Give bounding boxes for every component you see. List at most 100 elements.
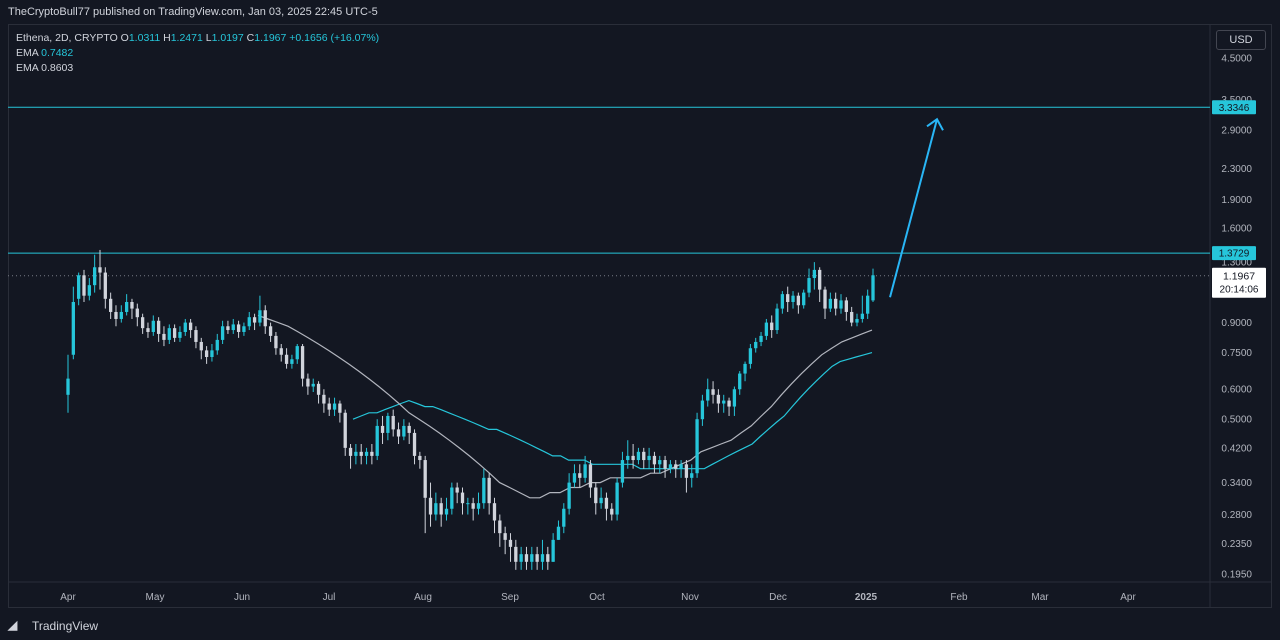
candle-body: [578, 473, 582, 478]
candle-body: [146, 328, 150, 332]
publisher-bar: TheCryptoBull77 published on TradingView…: [0, 0, 1280, 24]
candle-body: [871, 275, 875, 301]
countdown-timer: 20:14:06: [1220, 285, 1259, 296]
candle-body: [802, 292, 806, 306]
candle-body: [775, 308, 779, 331]
tradingview-logo-icon[interactable]: ◢: [8, 618, 18, 632]
candle-body: [786, 294, 790, 303]
chart-frame[interactable]: [8, 24, 1272, 608]
candle-body: [807, 278, 811, 293]
candle-body: [77, 275, 81, 299]
candle-body: [455, 487, 459, 493]
candle-body: [759, 335, 763, 342]
candle-body: [434, 503, 438, 515]
candle-body: [450, 487, 454, 509]
ema-lines: [257, 314, 873, 499]
level-price-tag: [1212, 100, 1256, 115]
candle-body: [279, 348, 283, 355]
horizontal-levels: [8, 106, 1210, 277]
price-tick-label: 0.4200: [1221, 443, 1252, 454]
level-price-label: 1.3729: [1219, 249, 1250, 260]
price-tick-label: 0.1950: [1221, 570, 1252, 581]
price-tick-label: 0.9000: [1221, 318, 1252, 329]
candle-body: [460, 492, 465, 504]
candle-body: [706, 389, 710, 401]
ema-fast-row[interactable]: EMA 0.7482: [16, 46, 379, 61]
high-label: H: [163, 32, 171, 44]
candle-body: [519, 554, 523, 562]
candle-body: [252, 317, 257, 323]
candle-body: [236, 324, 241, 332]
candle-body: [658, 460, 662, 465]
price-tick-label: 2.3000: [1221, 164, 1252, 175]
price-labels: 3.3346 1.3729 1.1967 20:14:06: [1212, 100, 1266, 298]
candle-body: [738, 373, 742, 390]
candle-body: [652, 455, 657, 465]
projection-arrow: [889, 117, 944, 298]
candle-body: [82, 275, 86, 296]
candle-body: [93, 267, 97, 286]
candle-body: [306, 378, 310, 387]
candle-body: [327, 403, 331, 410]
candle-body: [258, 310, 262, 323]
candle-body: [711, 389, 715, 395]
candle-body: [668, 464, 673, 469]
candle-body: [839, 300, 843, 309]
currency-button[interactable]: USD: [1216, 30, 1266, 50]
brand-text[interactable]: TradingView: [32, 619, 99, 633]
time-tick-label: Feb: [950, 592, 968, 603]
footer-bar: ◢ TradingView: [0, 608, 1280, 640]
candle-body: [428, 497, 433, 515]
candle-body: [540, 554, 545, 562]
price-tick-label: 0.2800: [1221, 510, 1252, 521]
level-price-tag: [1212, 246, 1256, 261]
time-tick-label: Jun: [234, 592, 250, 603]
candle-body: [332, 403, 337, 410]
price-tick-label: 2.9000: [1221, 126, 1252, 137]
time-axis[interactable]: Apr May Jun Jul Aug Sep Oct Nov Dec 2025 Feb Mar Apr: [60, 592, 1136, 603]
candle-body: [791, 295, 795, 303]
candle-body: [764, 322, 769, 336]
candle-body: [626, 455, 630, 461]
candle-body: [530, 554, 534, 562]
candle-body: [684, 464, 689, 478]
candle-body: [274, 335, 278, 349]
symbol-label[interactable]: Ethena, 2D, CRYPTO: [16, 32, 118, 44]
candle-body: [722, 400, 726, 404]
candle-body: [183, 322, 187, 332]
candle-body: [210, 350, 214, 357]
time-tick-label: 2025: [855, 592, 878, 603]
candle-body: [828, 298, 833, 309]
candle-body: [674, 464, 678, 469]
candle-body: [215, 339, 219, 351]
candle-body: [162, 333, 166, 340]
candle-body: [439, 503, 443, 515]
candle-body: [647, 455, 651, 461]
change-value: +0.1656 (+16.07%): [289, 32, 380, 44]
ema-fast-value: 0.7482: [41, 47, 74, 59]
price-axis[interactable]: 4.50003.50002.90002.30001.90001.60001.30…: [1221, 54, 1252, 581]
time-tick-label: Nov: [681, 592, 699, 603]
price-tick-label: 0.6000: [1221, 385, 1252, 396]
candle-body: [316, 383, 321, 395]
candle-body: [412, 432, 417, 456]
ema-slow-value: 0.8603: [41, 62, 74, 74]
candle-body: [604, 497, 609, 509]
candle-body: [796, 295, 801, 306]
candle-body: [567, 482, 571, 509]
candle-body: [631, 455, 635, 461]
time-tick-label: Jul: [323, 592, 336, 603]
candle-body: [71, 302, 75, 355]
time-tick-label: Dec: [769, 592, 787, 603]
candle-body: [466, 503, 470, 505]
ema-slow-row[interactable]: EMA 0.8603: [16, 61, 379, 76]
candle-body: [860, 313, 864, 319]
time-tick-label: Oct: [589, 592, 605, 603]
candle-body: [444, 508, 449, 515]
candle-body: [716, 394, 721, 404]
candle-body: [514, 546, 518, 562]
candle-body: [402, 425, 406, 437]
candle-body: [226, 326, 230, 331]
candle-body: [487, 477, 491, 504]
